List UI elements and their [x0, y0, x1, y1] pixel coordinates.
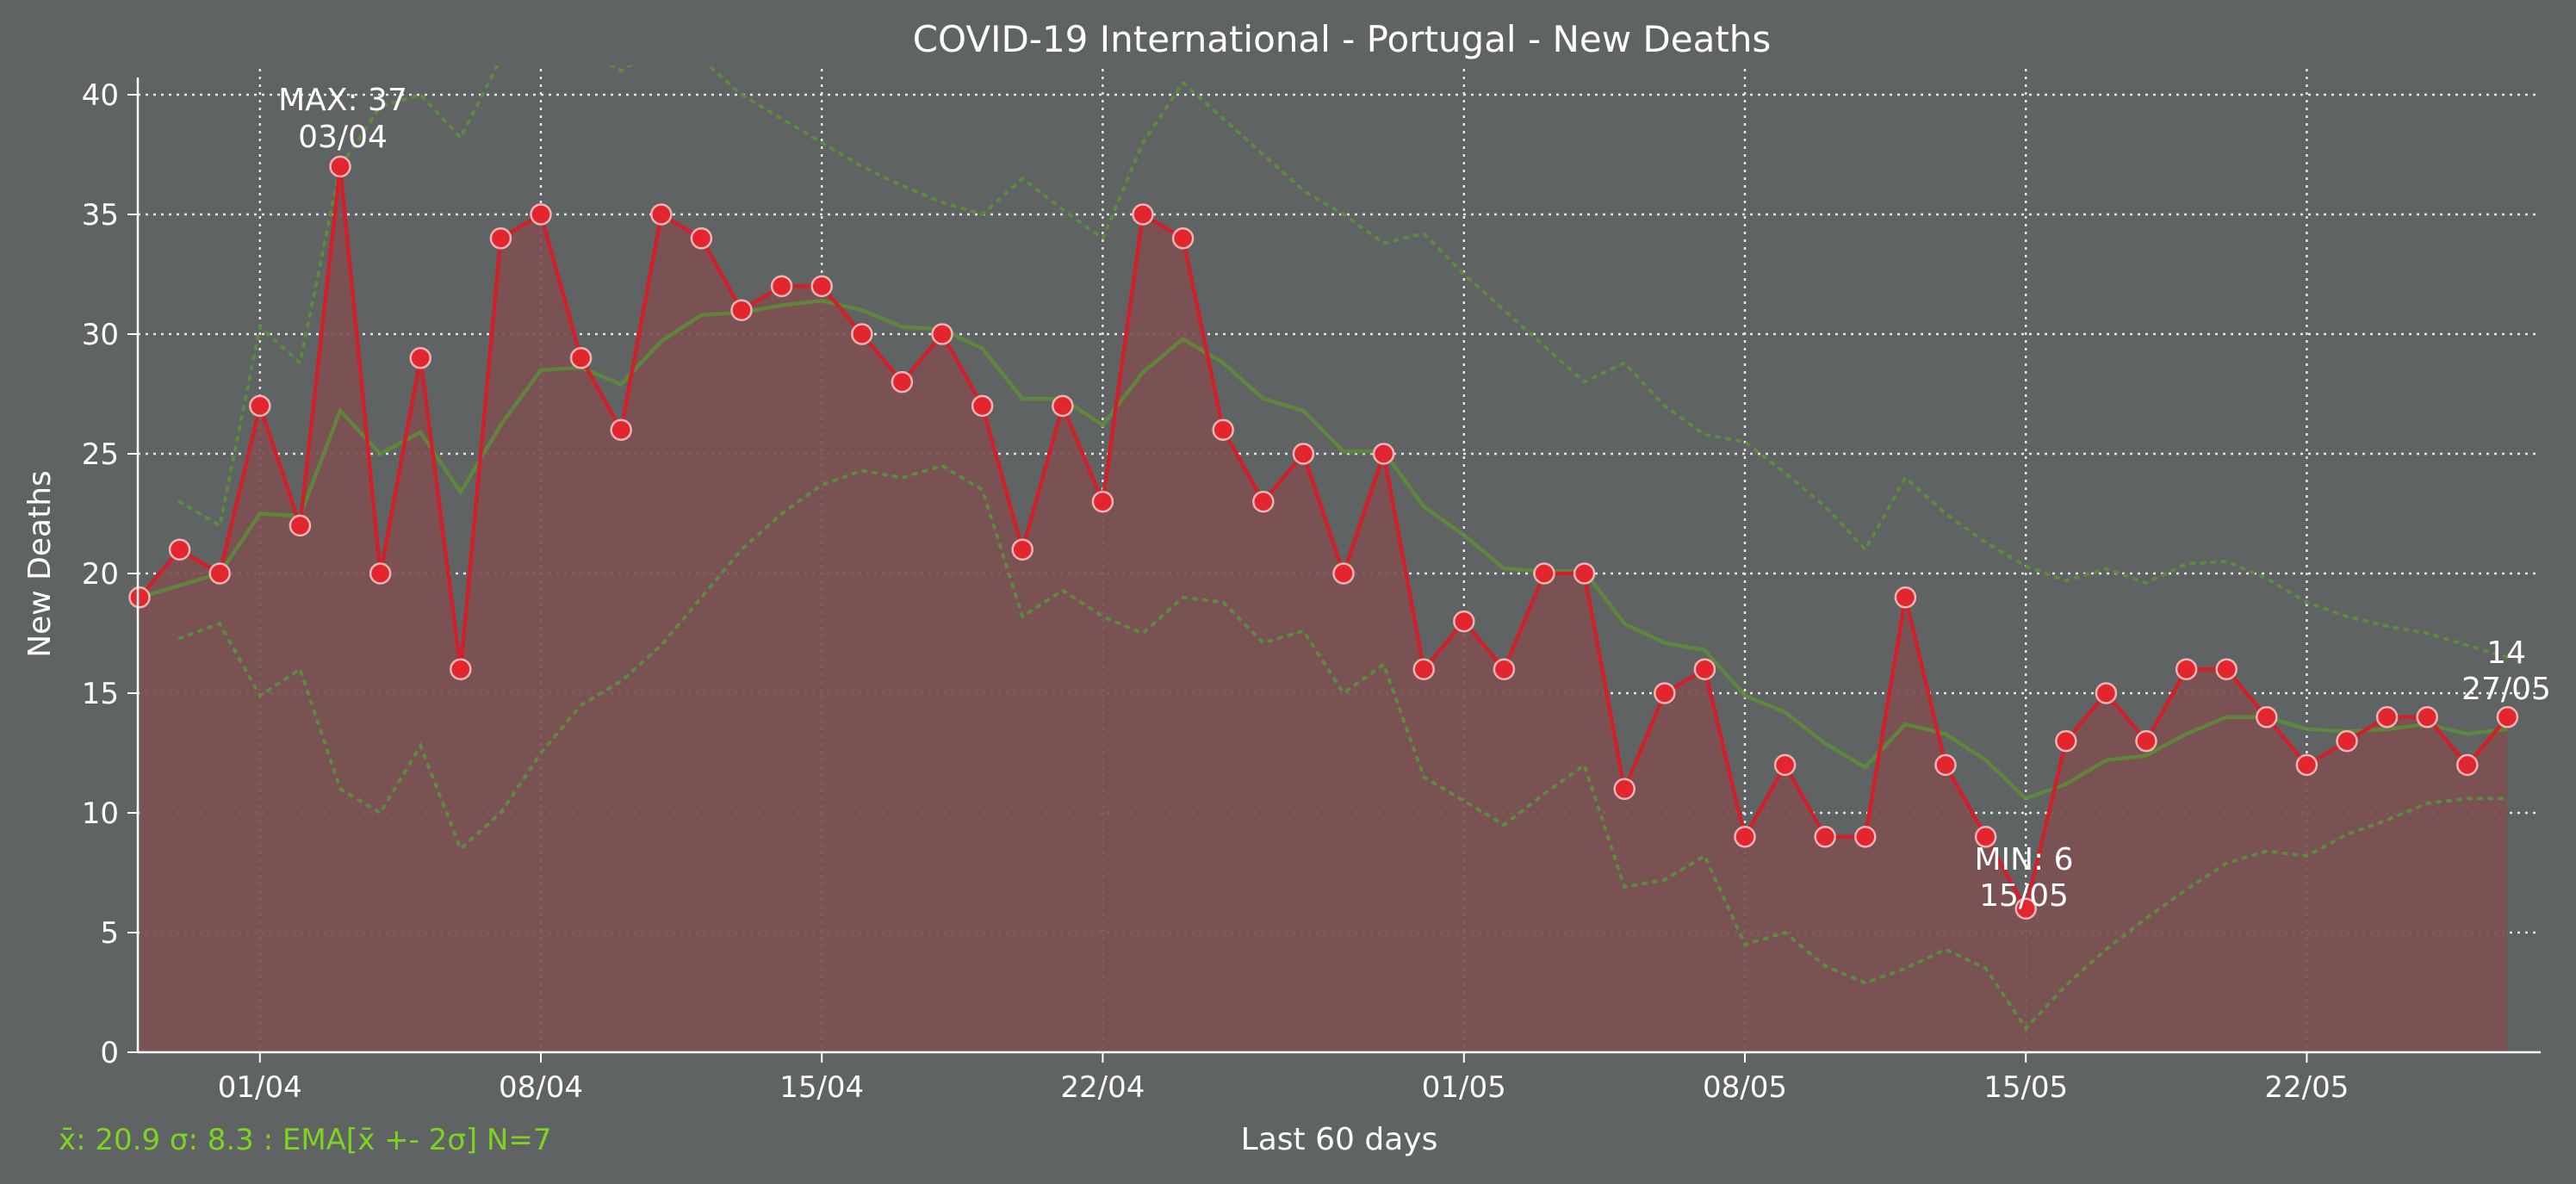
last-value-label: 14	[2486, 635, 2526, 671]
data-point	[730, 299, 753, 321]
data-point	[530, 203, 552, 226]
data-point	[610, 418, 632, 441]
data-point	[1493, 658, 1516, 680]
data-point	[489, 227, 512, 250]
data-point	[1573, 562, 1596, 585]
y-axis-label: New Deaths	[22, 470, 58, 658]
data-point	[1412, 658, 1435, 680]
data-point	[1252, 490, 1275, 513]
data-point	[450, 658, 472, 680]
max-annotation-label: MAX: 37	[278, 83, 407, 118]
data-point	[2256, 706, 2278, 728]
data-point	[2215, 658, 2238, 680]
data-point	[2014, 897, 2037, 920]
data-point	[931, 323, 953, 345]
data-point	[2456, 753, 2479, 777]
data-point	[1974, 826, 1997, 848]
data-point	[1052, 394, 1074, 418]
data-point	[2416, 706, 2438, 728]
y-tick-label: 5	[100, 916, 119, 951]
data-point	[2336, 729, 2358, 753]
ema-line	[139, 298, 2508, 801]
axes	[136, 77, 2541, 1054]
x-tick-label: 08/04	[499, 1070, 583, 1105]
data-point	[690, 227, 713, 250]
new-deaths-area	[140, 166, 2508, 1052]
data-point	[1693, 658, 1716, 680]
x-tick-label: 01/04	[218, 1070, 302, 1105]
data-point	[1734, 826, 1756, 848]
x-tick-labels: 01/04 08/04 15/04 22/04 01/05 08/05 15/05 22/05	[218, 1052, 2349, 1105]
y-tick-label: 30	[82, 318, 119, 352]
y-tick-label: 35	[82, 198, 119, 232]
stats-summary: x̄: 20.9 σ: 8.3 : EMA[x̄ +- 2σ] N=7	[59, 1123, 552, 1157]
x-tick-label: 15/05	[1983, 1070, 2068, 1105]
data-point	[1773, 753, 1797, 777]
x-tick-label: 22/04	[1060, 1070, 1145, 1105]
data-point	[2295, 753, 2318, 777]
data-point	[569, 347, 593, 369]
data-point	[810, 275, 833, 298]
data-point	[1894, 586, 1917, 609]
data-point	[2175, 658, 2198, 680]
y-tick-label: 15	[82, 677, 119, 711]
data-point	[851, 323, 873, 345]
data-point	[1091, 490, 1114, 513]
x-tick-label: 22/05	[2264, 1070, 2349, 1105]
y-tick-label: 0	[100, 1036, 119, 1070]
y-tick-labels: 0 5 10 15 20 25 30 35 40	[82, 78, 138, 1070]
data-point	[168, 538, 191, 561]
x-tick-label: 01/05	[1422, 1070, 1506, 1105]
data-point	[1814, 826, 1836, 848]
max-annotation-date: 03/04	[298, 120, 388, 155]
x-tick-label: 08/05	[1703, 1070, 1787, 1105]
data-points	[128, 155, 2519, 920]
data-point	[770, 275, 793, 298]
data-point	[891, 370, 914, 394]
data-point	[1533, 562, 1555, 585]
ema-lower-band-line	[177, 463, 2510, 1032]
data-point	[1171, 227, 1195, 250]
x-axis-label: Last 60 days	[1241, 1122, 1438, 1157]
data-point	[409, 347, 431, 369]
data-point	[971, 394, 994, 418]
data-point	[329, 155, 351, 178]
data-point	[128, 586, 151, 609]
min-annotation-date: 15/05	[1979, 878, 2069, 914]
data-point	[2055, 729, 2077, 753]
data-point	[1292, 443, 1315, 465]
data-point	[1453, 610, 1475, 633]
data-point	[208, 562, 231, 585]
data-point	[1332, 562, 1355, 585]
data-point	[1212, 418, 1234, 441]
data-point	[1654, 682, 1676, 704]
data-point	[2375, 706, 2399, 728]
data-point	[1372, 443, 1395, 465]
data-point	[650, 203, 673, 226]
x-tick-label: 15/04	[779, 1070, 864, 1105]
data-point	[2095, 682, 2118, 704]
y-tick-label: 20	[82, 557, 119, 592]
data-point	[249, 394, 271, 418]
data-point	[2496, 706, 2519, 728]
min-annotation-label: MIN: 6	[1974, 842, 2073, 877]
chart-title: COVID-19 International - Portugal - New …	[913, 18, 1772, 60]
data-point	[2135, 729, 2157, 753]
data-point	[1934, 753, 1957, 777]
ema-upper-band-line	[177, 65, 2510, 660]
data-point	[1011, 538, 1034, 561]
data-point	[369, 562, 392, 585]
y-tick-label: 40	[82, 78, 119, 113]
last-value-date: 27/05	[2461, 672, 2551, 707]
data-point	[1132, 203, 1154, 226]
data-point	[1613, 778, 1636, 800]
data-point	[1854, 826, 1877, 848]
data-point	[289, 514, 312, 537]
y-tick-label: 10	[82, 797, 119, 831]
y-tick-label: 25	[82, 437, 119, 472]
